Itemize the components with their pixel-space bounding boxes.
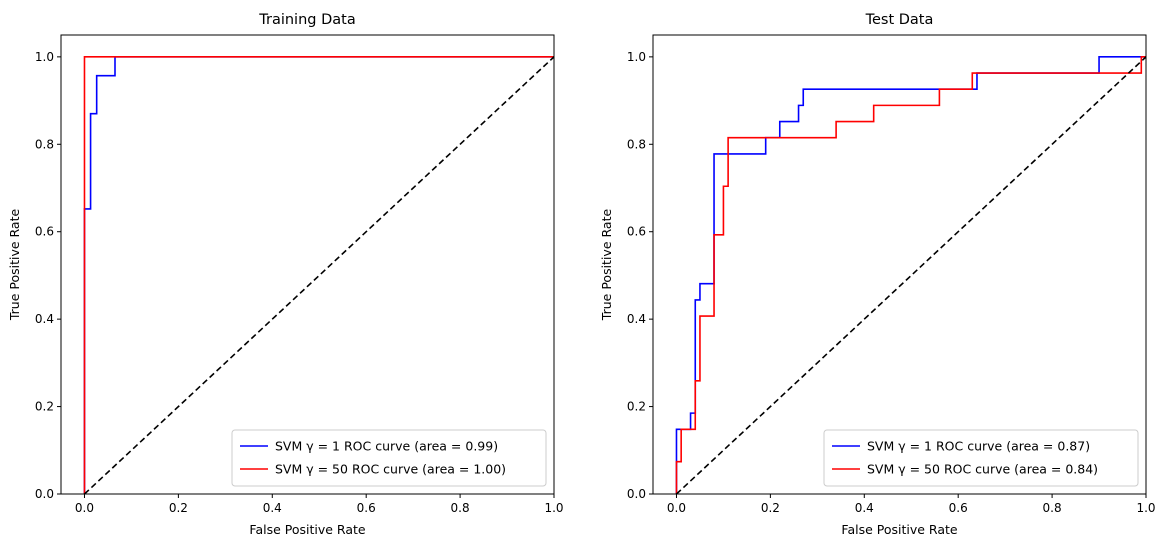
legend: SVM γ = 1 ROC curve (area = 0.99) SVM γ =… xyxy=(231,429,547,487)
plot-frame xyxy=(652,34,1147,495)
y-tick-label: 1.0 xyxy=(627,50,646,64)
plot-frame xyxy=(60,34,555,495)
x-tick-label: 0.8 xyxy=(1043,501,1062,515)
x-tick-label: 0.6 xyxy=(949,501,968,515)
legend: SVM γ = 1 ROC curve (area = 0.87) SVM γ =… xyxy=(823,429,1139,487)
y-tick-label: 0.6 xyxy=(35,225,54,239)
legend-box xyxy=(823,429,1139,487)
x-axis-label: False Positive Rate xyxy=(249,522,365,537)
x-tick-label: 1.0 xyxy=(544,501,563,515)
x-tick-label: 0.4 xyxy=(263,501,282,515)
legend-entry-label: SVM γ = 1 ROC curve (area = 0.87) xyxy=(867,439,1090,454)
legend-entry-label: SVM γ = 50 ROC curve (area = 0.84) xyxy=(867,462,1098,477)
x-tick-label: 0.2 xyxy=(761,501,780,515)
y-tick-label: 0.8 xyxy=(627,137,646,151)
chart-title: Training Data xyxy=(258,12,355,28)
chart-title: Test Data xyxy=(865,12,934,28)
y-tick-label: 0.4 xyxy=(627,312,646,326)
legend-entry-label: SVM γ = 50 ROC curve (area = 1.00) xyxy=(275,462,506,477)
x-tick-label: 0.2 xyxy=(169,501,188,515)
chance-diagonal-line xyxy=(675,56,1146,494)
y-axis-label: True Positive Rate xyxy=(7,209,22,322)
x-tick-label: 0.4 xyxy=(855,501,874,515)
series-line-2 xyxy=(675,56,1146,494)
x-tick-label: 1.0 xyxy=(1136,501,1155,515)
x-tick-label: 0.6 xyxy=(357,501,376,515)
y-tick-label: 0.4 xyxy=(35,312,54,326)
series-line-1 xyxy=(83,56,554,494)
x-tick-label: 0.0 xyxy=(75,501,94,515)
chance-diagonal-line xyxy=(83,56,554,494)
x-axis-label: False Positive Rate xyxy=(841,522,957,537)
y-tick-label: 0.6 xyxy=(627,225,646,239)
y-tick-label: 0.2 xyxy=(35,400,54,414)
y-tick-label: 0.2 xyxy=(627,400,646,414)
series-line-2 xyxy=(83,56,554,494)
legend-box xyxy=(231,429,547,487)
y-tick-label: 0.8 xyxy=(35,137,54,151)
y-tick-label: 1.0 xyxy=(35,50,54,64)
y-tick-label: 0.0 xyxy=(35,487,54,501)
legend-entry-label: SVM γ = 1 ROC curve (area = 0.99) xyxy=(275,439,498,454)
y-axis-label: True Positive Rate xyxy=(599,209,614,322)
x-tick-label: 0.0 xyxy=(667,501,686,515)
y-tick-label: 0.0 xyxy=(627,487,646,501)
chart-panel-2: 0.0 0.2 0.4 0.6 0.8 1.0 0.0 0.2 0.4 0.6 0.8 1.0 Test… xyxy=(599,12,1156,537)
x-tick-label: 0.8 xyxy=(451,501,470,515)
chart-panel-1: 0.0 0.2 0.4 0.6 0.8 1.0 0.0 0.2 0.4 0.6 0.8 1.0 Trai… xyxy=(7,12,564,537)
